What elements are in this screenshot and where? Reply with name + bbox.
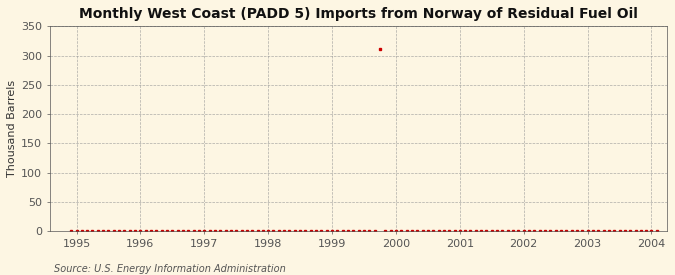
- Text: Source: U.S. Energy Information Administration: Source: U.S. Energy Information Administ…: [54, 264, 286, 274]
- Y-axis label: Thousand Barrels: Thousand Barrels: [7, 80, 17, 177]
- Title: Monthly West Coast (PADD 5) Imports from Norway of Residual Fuel Oil: Monthly West Coast (PADD 5) Imports from…: [79, 7, 638, 21]
